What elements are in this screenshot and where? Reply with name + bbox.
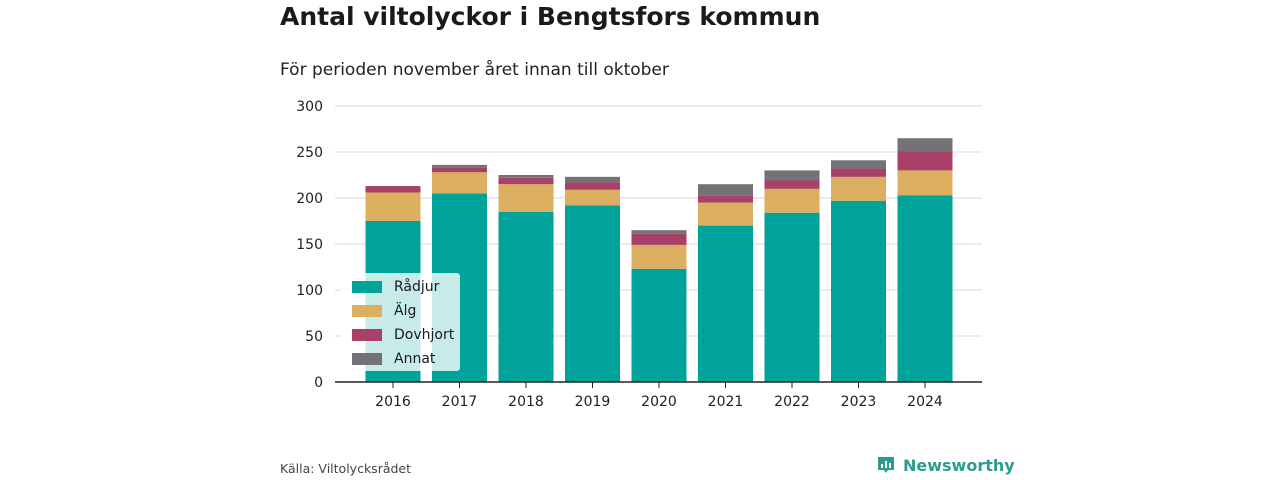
bar-segment-annat bbox=[631, 230, 687, 234]
bar-segment-dovhjort bbox=[698, 195, 753, 203]
bar-segment-annat bbox=[764, 170, 820, 181]
x-tick-label: 2018 bbox=[508, 394, 544, 410]
brand-name: Newsworthy bbox=[903, 455, 1015, 475]
x-tick-label: 2022 bbox=[774, 394, 810, 410]
y-tick-label: 50 bbox=[305, 329, 323, 345]
bar-segment-älg bbox=[498, 184, 554, 212]
bar-segment-älg bbox=[365, 192, 421, 221]
bar-segment-rådjur bbox=[764, 212, 820, 382]
legend-item: Rådjur bbox=[352, 277, 439, 297]
y-tick-label: 200 bbox=[296, 191, 323, 207]
bar-segment-rådjur bbox=[897, 195, 953, 382]
bar-segment-annat bbox=[698, 184, 753, 196]
legend-swatch-annat bbox=[352, 353, 382, 365]
bar-segment-älg bbox=[764, 188, 820, 213]
bar-segment-dovhjort bbox=[365, 186, 421, 193]
legend-swatch-radjur bbox=[352, 281, 382, 293]
legend-swatch-dovhjort bbox=[352, 329, 382, 341]
bar-segment-annat bbox=[565, 176, 620, 183]
x-tick-label: 2021 bbox=[708, 394, 744, 410]
brand-logo[interactable]: Newsworthy bbox=[876, 455, 1015, 475]
legend-item: Dovhjort bbox=[352, 325, 454, 345]
bar-segment-dovhjort bbox=[631, 233, 687, 245]
bar-segment-rådjur bbox=[631, 268, 687, 382]
bar-segment-rådjur bbox=[698, 225, 753, 382]
bar-segment-annat bbox=[432, 164, 487, 168]
legend-label: Annat bbox=[394, 351, 436, 367]
bar-segment-älg bbox=[831, 176, 886, 201]
legend-swatch-alg bbox=[352, 305, 382, 317]
bar-segment-älg bbox=[897, 170, 953, 196]
x-tick-label: 2016 bbox=[375, 394, 411, 410]
bar-segment-älg bbox=[432, 172, 487, 194]
bar-segment-rådjur bbox=[831, 200, 886, 382]
legend-label: Dovhjort bbox=[394, 327, 455, 343]
x-tick-label: 2020 bbox=[641, 394, 677, 410]
newsworthy-logo-icon bbox=[878, 457, 894, 473]
y-tick-label: 100 bbox=[296, 283, 323, 299]
y-tick-label: 300 bbox=[296, 99, 323, 115]
x-tick-label: 2019 bbox=[575, 394, 611, 410]
bar-segment-dovhjort bbox=[831, 168, 886, 177]
legend-label: Rådjur bbox=[394, 279, 440, 295]
bar-segment-älg bbox=[565, 189, 620, 206]
chart-legend: Rådjur Älg Dovhjort Annat bbox=[340, 273, 460, 371]
y-tick-label: 150 bbox=[296, 237, 323, 253]
bar-segment-annat bbox=[498, 175, 554, 178]
x-tick-label: 2017 bbox=[442, 394, 478, 410]
chart-subtitle: För perioden november året innan till ok… bbox=[280, 60, 669, 80]
bar-segment-älg bbox=[631, 244, 687, 269]
bar-segment-annat bbox=[897, 138, 953, 152]
x-tick-label: 2023 bbox=[841, 394, 877, 410]
bar-segment-dovhjort bbox=[897, 151, 953, 171]
bar-segment-dovhjort bbox=[565, 182, 620, 190]
bar-segment-rådjur bbox=[565, 205, 620, 382]
bar-segment-dovhjort bbox=[498, 177, 554, 185]
bar-segment-dovhjort bbox=[432, 167, 487, 173]
y-tick-label: 0 bbox=[314, 375, 323, 391]
y-tick-label: 250 bbox=[296, 145, 323, 161]
legend-item: Älg bbox=[352, 301, 416, 321]
bar-segment-älg bbox=[698, 202, 753, 226]
legend-label: Älg bbox=[394, 303, 417, 319]
bar-segment-rådjur bbox=[498, 211, 554, 382]
chart-title: Antal viltolyckor i Bengtsfors kommun bbox=[280, 2, 821, 31]
legend-item: Annat bbox=[352, 349, 435, 369]
bar-segment-dovhjort bbox=[764, 180, 820, 189]
source-note: Källa: Viltolycksrådet bbox=[280, 461, 412, 476]
x-tick-label: 2024 bbox=[907, 394, 943, 410]
bar-segment-annat bbox=[831, 160, 886, 169]
